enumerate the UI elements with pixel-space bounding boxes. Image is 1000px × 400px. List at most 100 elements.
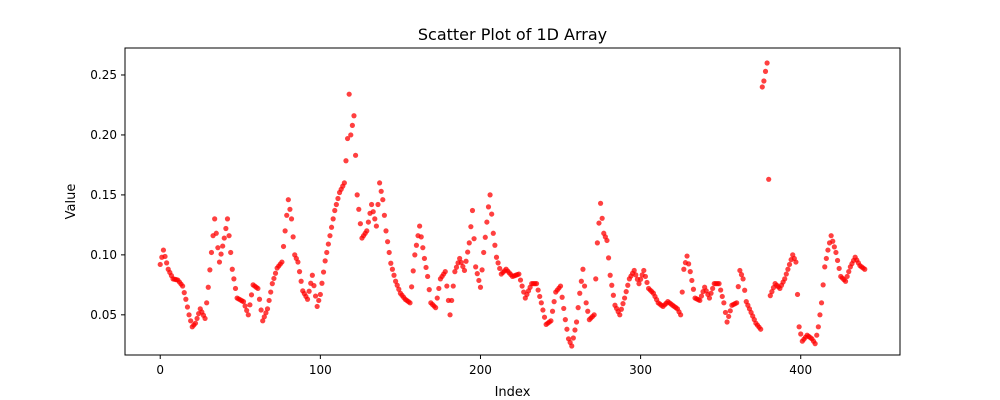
data-point bbox=[623, 289, 629, 295]
data-point bbox=[348, 132, 354, 138]
data-point bbox=[834, 257, 841, 264]
data-point bbox=[585, 308, 591, 314]
data-point bbox=[762, 68, 769, 74]
data-point bbox=[269, 281, 275, 287]
data-point bbox=[426, 287, 432, 293]
data-point bbox=[766, 176, 772, 182]
data-point bbox=[290, 234, 296, 240]
data-point bbox=[793, 259, 799, 265]
data-point bbox=[607, 272, 613, 278]
data-point bbox=[758, 326, 764, 332]
data-point bbox=[786, 261, 793, 268]
data-point bbox=[740, 276, 746, 282]
data-point bbox=[240, 299, 247, 305]
data-point bbox=[631, 267, 637, 274]
data-point bbox=[708, 290, 714, 296]
y-tick-label: 0.15 bbox=[90, 188, 117, 202]
data-point bbox=[796, 324, 802, 330]
data-point bbox=[242, 303, 248, 309]
data-point bbox=[597, 200, 604, 206]
data-point bbox=[256, 296, 263, 302]
data-point bbox=[734, 300, 740, 306]
data-point bbox=[287, 206, 293, 212]
data-point bbox=[618, 306, 624, 312]
data-point bbox=[202, 315, 208, 322]
data-point bbox=[814, 332, 820, 338]
data-point bbox=[205, 284, 211, 290]
data-point bbox=[413, 242, 420, 248]
data-point bbox=[721, 300, 727, 306]
data-point bbox=[407, 300, 413, 306]
data-point bbox=[638, 276, 644, 282]
data-point bbox=[349, 122, 355, 128]
data-point bbox=[497, 265, 503, 272]
data-point bbox=[192, 320, 199, 326]
data-point bbox=[449, 297, 455, 304]
data-point bbox=[181, 290, 187, 296]
data-point bbox=[516, 271, 522, 277]
data-point bbox=[644, 279, 650, 286]
data-point bbox=[258, 307, 264, 313]
data-point bbox=[591, 312, 597, 318]
data-point bbox=[719, 293, 725, 300]
data-point bbox=[489, 211, 495, 217]
data-point bbox=[324, 249, 330, 256]
data-point bbox=[817, 312, 823, 318]
data-point bbox=[391, 272, 397, 278]
data-point bbox=[697, 297, 703, 304]
data-point bbox=[186, 312, 192, 318]
data-point bbox=[596, 220, 602, 226]
y-tick-label: 0.05 bbox=[90, 308, 117, 322]
y-tick-label: 0.25 bbox=[90, 68, 117, 82]
data-point bbox=[343, 158, 349, 164]
data-point bbox=[551, 299, 557, 305]
data-point bbox=[457, 255, 463, 262]
x-axis: 0 100 200 300 400 bbox=[156, 355, 812, 377]
data-point bbox=[386, 249, 392, 256]
data-point bbox=[320, 269, 327, 275]
data-point bbox=[341, 180, 347, 186]
data-point bbox=[312, 293, 319, 299]
data-point bbox=[825, 247, 831, 253]
x-tick-label: 100 bbox=[309, 363, 332, 377]
data-point bbox=[420, 245, 426, 251]
data-point bbox=[377, 180, 383, 186]
data-point bbox=[248, 292, 255, 298]
data-point bbox=[263, 310, 269, 316]
data-point bbox=[317, 291, 323, 298]
data-point bbox=[460, 263, 466, 270]
data-point bbox=[295, 259, 301, 265]
data-point bbox=[605, 255, 612, 261]
data-point bbox=[188, 318, 194, 324]
data-point bbox=[474, 271, 480, 277]
data-point bbox=[365, 219, 371, 225]
data-point bbox=[759, 84, 765, 90]
data-point bbox=[490, 230, 496, 236]
data-point bbox=[473, 264, 479, 270]
data-point bbox=[157, 261, 163, 268]
data-point bbox=[314, 303, 320, 310]
data-point bbox=[481, 249, 487, 256]
data-point bbox=[418, 234, 424, 240]
data-point bbox=[282, 228, 288, 234]
data-point bbox=[684, 253, 690, 259]
data-point bbox=[687, 269, 693, 275]
data-point bbox=[785, 266, 791, 272]
data-point bbox=[559, 294, 565, 300]
data-point bbox=[370, 209, 376, 215]
data-point bbox=[260, 318, 266, 324]
data-point bbox=[452, 269, 458, 275]
data-point bbox=[393, 278, 399, 284]
data-point bbox=[223, 225, 229, 232]
data-point bbox=[368, 201, 375, 208]
data-point bbox=[636, 281, 642, 287]
data-point bbox=[767, 293, 773, 299]
data-point bbox=[577, 290, 583, 296]
data-point bbox=[535, 287, 541, 293]
data-point bbox=[389, 266, 396, 272]
data-point bbox=[706, 295, 713, 301]
data-point bbox=[463, 258, 469, 264]
data-point bbox=[410, 268, 416, 274]
